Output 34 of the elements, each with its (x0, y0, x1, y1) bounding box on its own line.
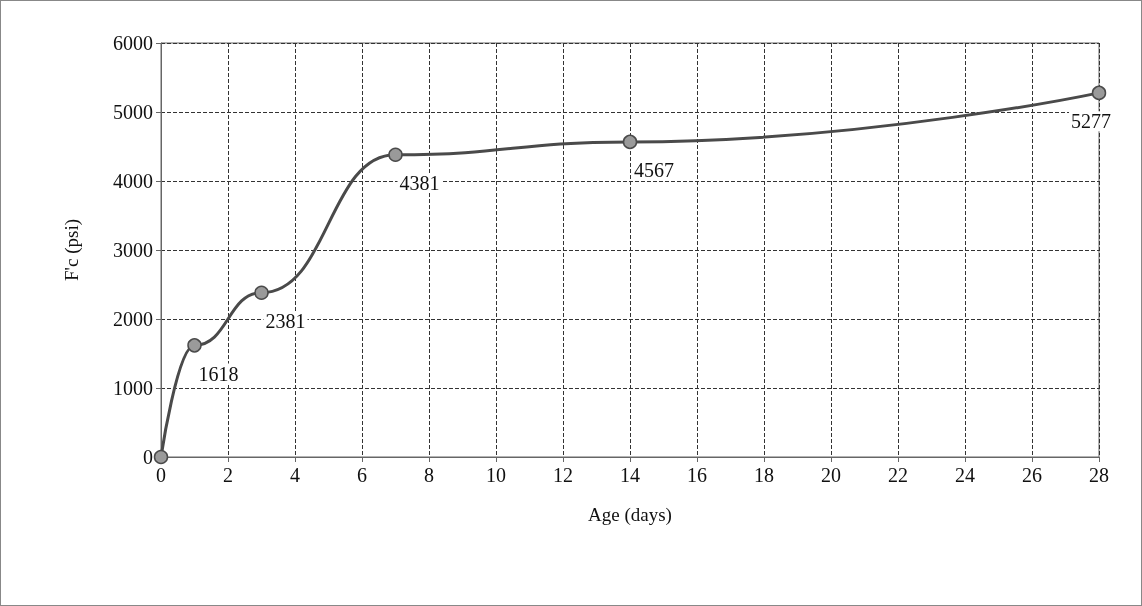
x-tick-label: 26 (1022, 464, 1042, 486)
x-tick-label: 10 (486, 464, 506, 486)
y-tick-label: 0 (143, 446, 153, 468)
y-tick-label: 3000 (113, 239, 153, 261)
data-label: 5277 (1071, 110, 1111, 133)
data-label: 2381 (265, 309, 306, 332)
y-axis-title: F'c (psi) (61, 218, 83, 282)
x-tick-label: 22 (888, 464, 908, 486)
y-tick-label: 1000 (113, 377, 153, 399)
data-label: 4381 (399, 171, 440, 194)
point (1091, 85, 1107, 101)
point (254, 285, 269, 300)
data-label: 4567 (634, 159, 674, 182)
point (187, 338, 202, 353)
y-tick-label: 4000 (113, 170, 153, 192)
x-axis-title: Age (days) (588, 504, 672, 526)
y-tick-label: 5000 (113, 101, 153, 123)
x-tick-label: 24 (955, 464, 975, 486)
y-tick-label: 6000 (113, 32, 153, 54)
data-label: 1618 (198, 362, 239, 385)
x-tick-label: 12 (553, 464, 573, 486)
x-tick-label: 2 (223, 464, 233, 486)
x-tick-label: 8 (424, 464, 434, 486)
point (622, 134, 638, 150)
y-tick-label: 2000 (113, 308, 153, 330)
point (153, 449, 169, 465)
x-tick-label: 6 (357, 464, 367, 486)
x-tick-label: 20 (821, 464, 841, 486)
x-tick-label: 28 (1089, 464, 1109, 486)
x-tick-label: 16 (687, 464, 707, 486)
x-tick-label: 14 (620, 464, 640, 486)
x-tick-label: 18 (754, 464, 774, 486)
x-tick-label: 4 (290, 464, 300, 486)
point (388, 147, 403, 162)
